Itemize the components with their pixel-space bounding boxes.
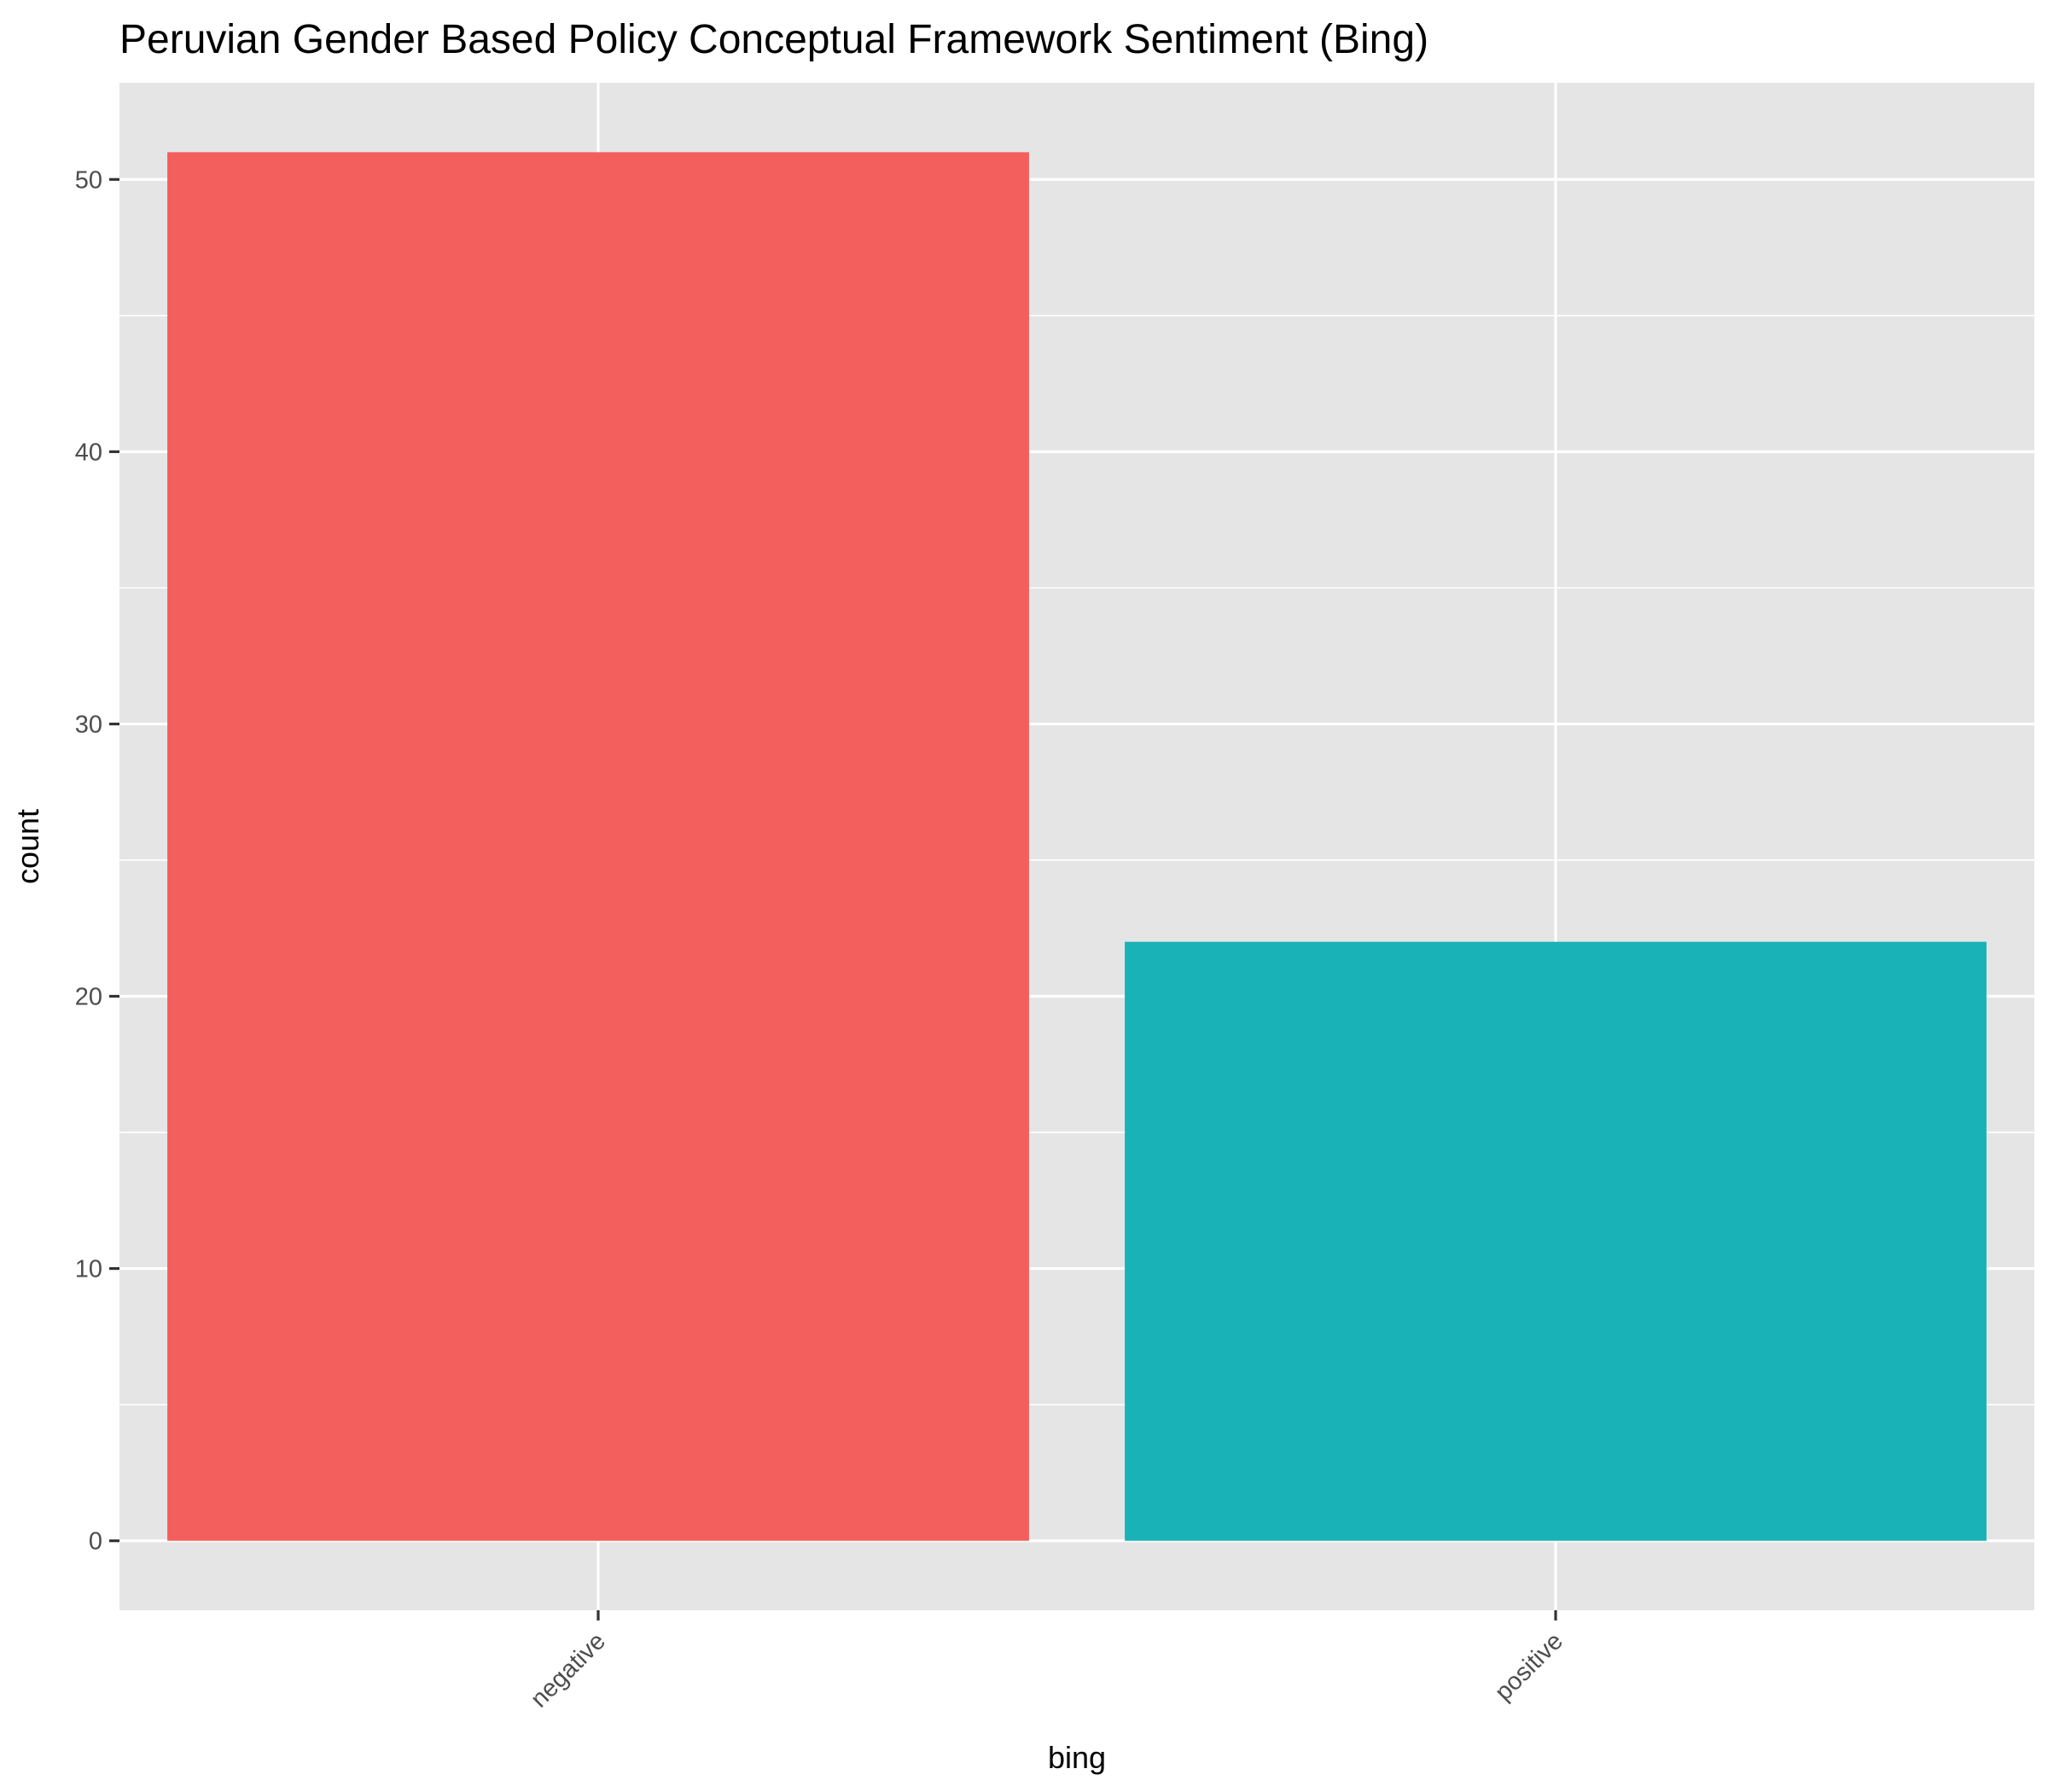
y-tick-label: 50	[75, 166, 102, 194]
x-tick-label-positive: positive	[1490, 1627, 1568, 1706]
bars	[167, 152, 1987, 1541]
x-tick-label-negative: negative	[526, 1627, 611, 1713]
y-tick-label: 0	[89, 1528, 102, 1556]
y-tick-label: 40	[75, 439, 102, 466]
y-tick-label: 10	[75, 1256, 102, 1283]
x-axis: negative positive	[526, 1610, 1568, 1713]
bar-positive	[1125, 941, 1987, 1541]
y-axis-title: count	[10, 809, 45, 884]
bar-negative	[167, 152, 1029, 1541]
x-axis-title: bing	[1048, 1740, 1106, 1775]
chart-title: Peruvian Gender Based Policy Conceptual …	[119, 17, 1428, 62]
y-axis: 0 10 20 30 40 50	[75, 166, 119, 1556]
y-tick-label: 20	[75, 983, 102, 1010]
y-tick-label: 30	[75, 711, 102, 738]
